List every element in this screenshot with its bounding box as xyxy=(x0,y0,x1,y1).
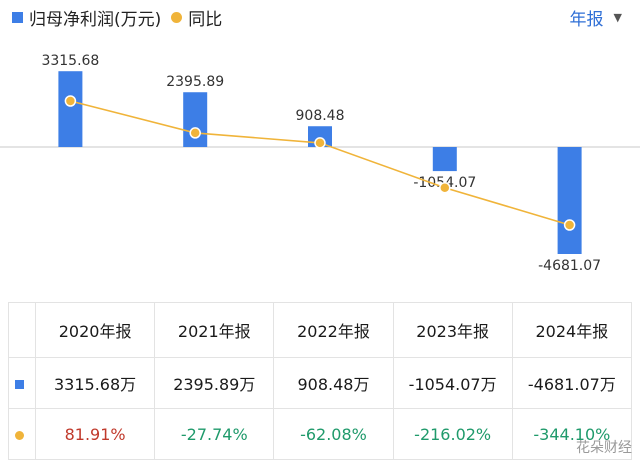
period-selector[interactable]: 年报 ▼ xyxy=(570,4,622,30)
bar xyxy=(432,147,457,172)
table-header-cell: 2022年报 xyxy=(273,302,394,358)
bar-data-label: 908.48 xyxy=(296,108,345,124)
bar-data-label: 3315.68 xyxy=(41,53,99,69)
table-cell: -344.10% xyxy=(511,408,633,460)
data-table: 2020年报 2021年报 2022年报 2023年报 2024年报 3315.… xyxy=(8,302,633,460)
table-header-cell: 2021年报 xyxy=(154,302,275,358)
table-header-row: 2020年报 2021年报 2022年报 2023年报 2024年报 xyxy=(8,302,633,358)
table-header-cell: 2024年报 xyxy=(511,302,633,358)
legend-item-yoy[interactable]: 同比 xyxy=(171,5,222,30)
table-cell: 908.48万 xyxy=(273,357,394,409)
table-cell: -62.08% xyxy=(273,408,394,460)
yoy-point xyxy=(189,127,201,139)
table-cell: -1054.07万 xyxy=(392,357,513,409)
table-header-cell: 2020年报 xyxy=(34,302,156,358)
chart-legend: 归母净利润(万元) 同比 xyxy=(12,4,232,30)
bar xyxy=(58,71,83,147)
table-corner xyxy=(8,302,29,358)
yoy-point xyxy=(64,95,77,107)
legend-yoy-label: 同比 xyxy=(188,9,223,30)
yoy-point xyxy=(314,137,326,149)
table-row-profit: 3315.68万 2395.89万 908.48万 -1054.07万 -468… xyxy=(8,357,633,409)
legend-item-profit[interactable]: 归母净利润(万元) xyxy=(12,5,161,30)
profit-row-marker xyxy=(8,357,29,409)
table-cell: 3315.68万 xyxy=(34,357,156,409)
table-row-yoy: 81.91% -27.74% -62.08% -216.02% -344.10% xyxy=(8,408,633,460)
legend-profit-label: 归母净利润(万元) xyxy=(29,9,162,30)
table-header-cell: 2023年报 xyxy=(392,302,513,358)
yoy-row-marker xyxy=(8,408,29,460)
bar xyxy=(183,92,208,147)
bar-data-label: -4681.07 xyxy=(538,258,601,270)
table-cell: -4681.07万 xyxy=(511,357,633,409)
bar-data-label: 2395.89 xyxy=(166,74,224,90)
watermark: 花朵财经 xyxy=(576,440,632,456)
period-selector-label: 年报 xyxy=(569,9,604,30)
caret-down-icon: ▼ xyxy=(613,10,622,24)
table-cell: -216.02% xyxy=(392,408,513,460)
table-cell: 2395.89万 xyxy=(154,357,275,409)
bar-swatch-icon xyxy=(14,379,24,389)
table-cell: -27.74% xyxy=(154,408,275,460)
yoy-point xyxy=(563,219,576,231)
dot-swatch-icon xyxy=(14,430,24,440)
bar-swatch-icon xyxy=(12,11,23,23)
dot-swatch-icon xyxy=(171,11,183,23)
bar xyxy=(557,147,582,254)
yoy-point xyxy=(439,181,451,194)
table-cell: 81.91% xyxy=(34,408,156,460)
